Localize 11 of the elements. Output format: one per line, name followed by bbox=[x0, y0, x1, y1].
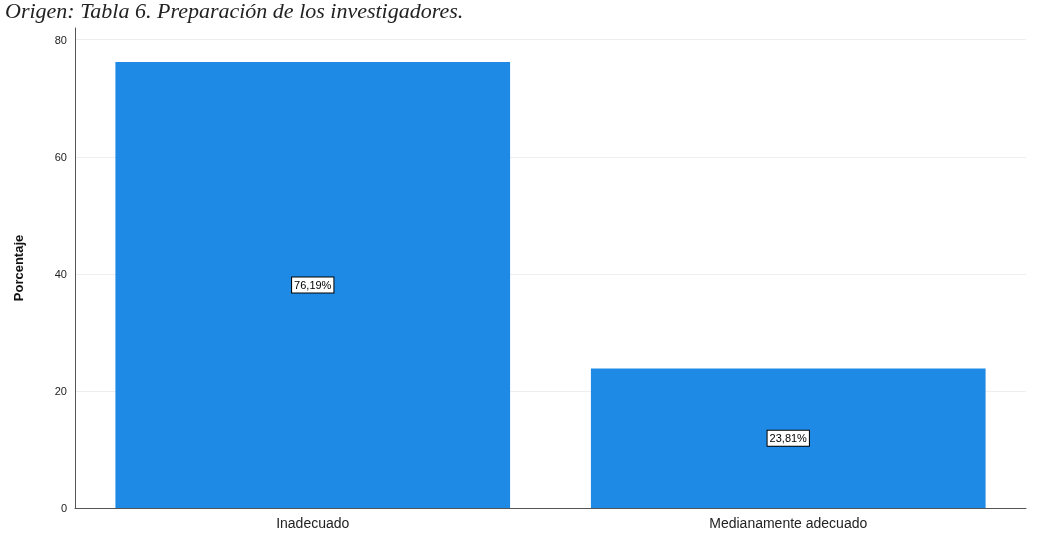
chart-title: Origen: Tabla 6. Preparación de los investigadores. bbox=[5, 0, 464, 23]
y-tick-label: 20 bbox=[54, 384, 67, 397]
y-tick-label: 60 bbox=[54, 150, 67, 163]
y-tick-label: 80 bbox=[54, 33, 67, 46]
x-tick-label: Medianamente adecuado bbox=[709, 515, 868, 531]
y-tick-label: 0 bbox=[60, 502, 67, 514]
data-label: 76,19% bbox=[294, 279, 332, 291]
data-label: 23,81% bbox=[769, 432, 808, 445]
y-tick-label: 40 bbox=[54, 267, 67, 280]
y-axis-title: Porcentaje bbox=[11, 234, 26, 302]
x-tick-label: Inadecuado bbox=[276, 515, 350, 531]
